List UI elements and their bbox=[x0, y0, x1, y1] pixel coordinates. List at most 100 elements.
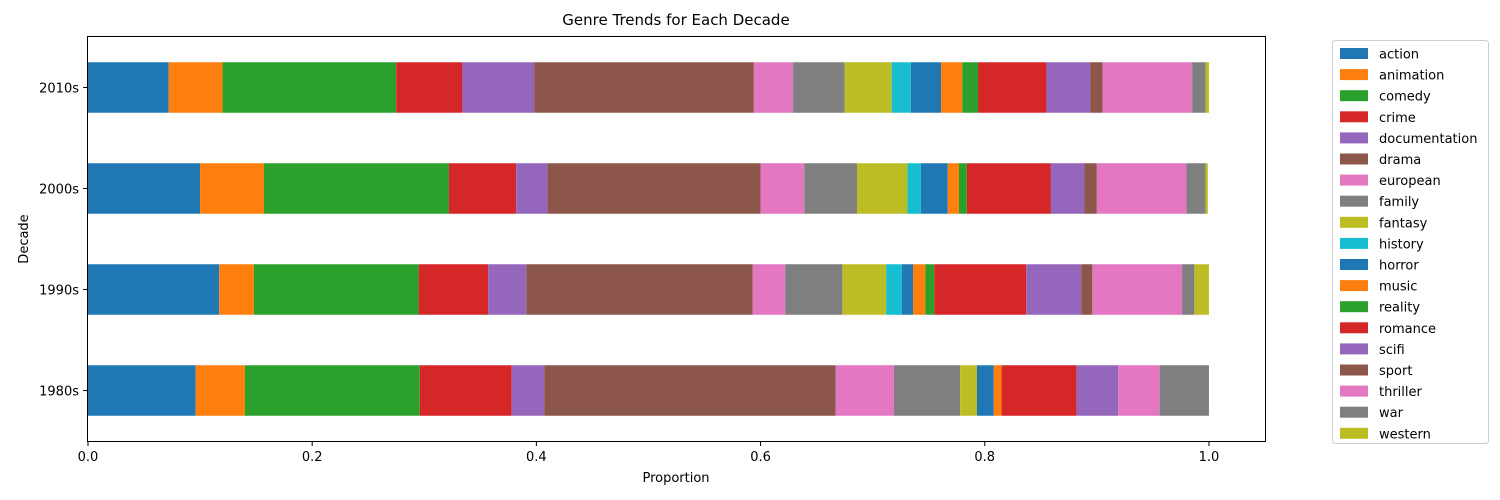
chart-title: Genre Trends for Each Decade bbox=[562, 11, 789, 29]
legend-swatch-reality bbox=[1340, 301, 1368, 313]
bar-1980s-fantasy bbox=[960, 365, 977, 416]
x-tick-label: 1.0 bbox=[1199, 450, 1220, 465]
bar-1980s-romance bbox=[1001, 365, 1077, 416]
legend-swatch-war bbox=[1340, 406, 1368, 418]
legend-swatch-comedy bbox=[1340, 90, 1368, 102]
legend-swatch-family bbox=[1340, 195, 1368, 207]
bar-2000s-fantasy bbox=[856, 163, 908, 214]
legend-swatch-horror bbox=[1340, 259, 1368, 270]
bar-1990s-european bbox=[752, 264, 786, 315]
bar-1990s-sport bbox=[1081, 264, 1093, 315]
legend-label-horror: horror bbox=[1379, 259, 1419, 274]
legend-swatch-history bbox=[1340, 237, 1368, 249]
bar-1990s-thriller bbox=[1092, 264, 1183, 315]
legend-label-western: western bbox=[1379, 427, 1431, 442]
bar-1990s-war bbox=[1182, 264, 1195, 315]
legend-swatch-scifi bbox=[1340, 343, 1368, 355]
y-tick-label: 2010s bbox=[39, 82, 79, 97]
bar-1990s-family bbox=[785, 264, 843, 315]
bar-1980s-drama bbox=[544, 365, 836, 416]
bar-2010s-romance bbox=[978, 62, 1047, 113]
bar-1980s-thriller bbox=[1118, 365, 1160, 416]
bar-1980s-family bbox=[893, 365, 961, 416]
legend-swatch-western bbox=[1340, 427, 1368, 439]
legend-swatch-drama bbox=[1340, 153, 1368, 165]
bar-2010s-sport bbox=[1090, 62, 1103, 113]
bar-1980s-scifi bbox=[1076, 365, 1119, 416]
bar-2010s-european bbox=[753, 62, 794, 113]
bar-2010s-family bbox=[793, 62, 845, 113]
legend-frame bbox=[1332, 40, 1489, 444]
bar-2000s-scifi bbox=[1050, 163, 1085, 214]
bar-1990s-music bbox=[913, 264, 926, 315]
x-axis-label: Proportion bbox=[642, 471, 709, 486]
x-tick-label: 0.2 bbox=[302, 450, 323, 465]
legend-label-music: music bbox=[1379, 280, 1417, 295]
legend-label-drama: drama bbox=[1379, 153, 1421, 168]
bar-2010s-drama bbox=[534, 62, 754, 113]
y-tick-label: 2000s bbox=[39, 183, 79, 198]
bar-group bbox=[88, 62, 1209, 416]
bar-2000s-drama bbox=[547, 163, 761, 214]
bar-1990s-drama bbox=[526, 264, 753, 315]
legend-swatch-sport bbox=[1340, 364, 1368, 376]
legend-label-reality: reality bbox=[1379, 301, 1420, 316]
legend-swatch-documentation bbox=[1340, 132, 1368, 144]
bar-1990s-reality bbox=[925, 264, 935, 315]
bar-2010s-crime bbox=[396, 62, 463, 113]
bar-1980s-comedy bbox=[244, 365, 420, 416]
legend-label-war: war bbox=[1379, 406, 1404, 421]
legend-label-comedy: comedy bbox=[1379, 90, 1431, 105]
bar-2000s-history bbox=[907, 163, 921, 214]
bar-2010s-thriller bbox=[1102, 62, 1193, 113]
bar-2000s-animation bbox=[200, 163, 264, 214]
legend-label-romance: romance bbox=[1379, 322, 1436, 337]
plot-frame bbox=[87, 36, 1266, 442]
bar-2000s-reality bbox=[958, 163, 967, 214]
bar-2000s-family bbox=[804, 163, 857, 214]
bar-1980s-crime bbox=[419, 365, 512, 416]
bar-1980s-action bbox=[88, 365, 196, 416]
bar-2010s-documentation bbox=[462, 62, 535, 113]
legend-label-european: european bbox=[1379, 174, 1441, 189]
legend-label-history: history bbox=[1379, 237, 1424, 252]
bar-1990s-scifi bbox=[1026, 264, 1082, 315]
legend-swatch-romance bbox=[1340, 322, 1368, 334]
legend-label-sport: sport bbox=[1379, 364, 1412, 379]
bar-1980s-european bbox=[835, 365, 894, 416]
x-tick-label: 0.0 bbox=[78, 450, 99, 465]
bar-1990s-history bbox=[886, 264, 902, 315]
bar-2000s-music bbox=[947, 163, 959, 214]
bar-1980s-horror bbox=[976, 365, 994, 416]
bar-2000s-comedy bbox=[263, 163, 449, 214]
legend-swatch-fantasy bbox=[1340, 216, 1368, 228]
legend-label-family: family bbox=[1379, 195, 1419, 210]
y-axis-label: Decade bbox=[17, 214, 32, 263]
bar-2010s-action bbox=[88, 62, 169, 113]
bar-1980s-animation bbox=[195, 365, 245, 416]
bar-2000s-sport bbox=[1084, 163, 1097, 214]
bar-1990s-horror bbox=[901, 264, 914, 315]
legend-label-crime: crime bbox=[1379, 111, 1416, 126]
bar-2000s-horror bbox=[920, 163, 948, 214]
bar-1980s-documentation bbox=[511, 365, 545, 416]
bar-2000s-western bbox=[1205, 163, 1208, 214]
bar-2010s-comedy bbox=[222, 62, 397, 113]
bar-2000s-european bbox=[760, 163, 805, 214]
bar-2000s-war bbox=[1186, 163, 1206, 214]
bar-1990s-animation bbox=[219, 264, 254, 315]
bar-1990s-comedy bbox=[253, 264, 419, 315]
bar-1990s-western bbox=[1194, 264, 1209, 315]
bar-2000s-documentation bbox=[516, 163, 548, 214]
bar-2010s-western bbox=[1205, 62, 1209, 113]
legend-swatch-thriller bbox=[1340, 385, 1368, 397]
bar-2010s-war bbox=[1192, 62, 1206, 113]
y-tick-label: 1980s bbox=[39, 385, 79, 400]
legend-swatch-animation bbox=[1340, 69, 1368, 81]
x-axis-ticks: 0.0 0.2 0.4 0.6 0.8 1.0 bbox=[78, 441, 1220, 465]
legend-label-action: action bbox=[1379, 48, 1419, 63]
bar-2010s-music bbox=[941, 62, 963, 113]
bar-1990s-documentation bbox=[488, 264, 527, 315]
legend-swatch-crime bbox=[1340, 111, 1368, 123]
